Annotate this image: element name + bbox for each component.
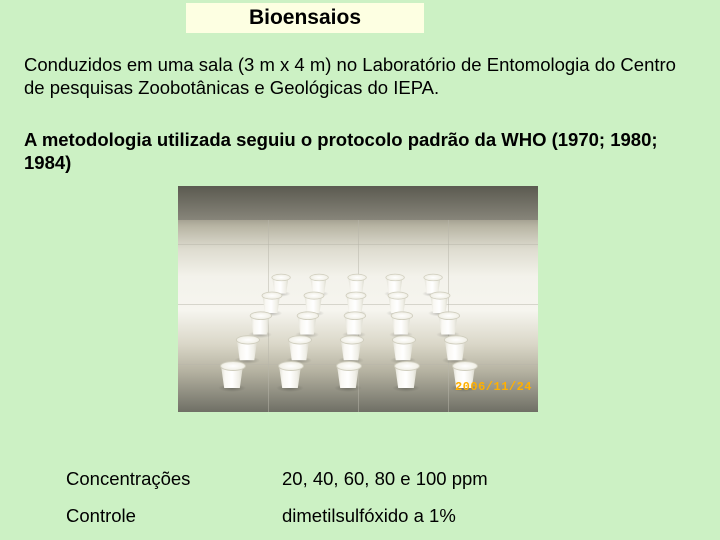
control-value: dimetilsulfóxido a 1% [282, 505, 456, 527]
sample-cup [392, 364, 420, 388]
sample-cup [442, 338, 468, 360]
sample-cup [334, 364, 362, 388]
photo-date-stamp: 2006/11/24 [455, 380, 532, 394]
concentrations-value: 20, 40, 60, 80 e 100 ppm [282, 468, 488, 490]
bioassay-photo: 2006/11/24 [178, 186, 538, 412]
sample-cup [389, 314, 413, 335]
concentrations-label: Concentrações [66, 468, 190, 490]
sample-cup [286, 338, 312, 360]
photo-wall [178, 186, 538, 220]
sample-cup [234, 338, 260, 360]
sample-cup [390, 338, 416, 360]
sample-cup [248, 314, 272, 335]
sample-cup [295, 314, 319, 335]
paragraph-method: A metodologia utilizada seguiu o protoco… [24, 128, 694, 174]
sample-cup [342, 314, 366, 335]
sample-cup [302, 294, 324, 313]
sample-cup [344, 294, 366, 313]
sample-cup [276, 364, 304, 388]
control-label: Controle [66, 505, 136, 527]
sample-cup [436, 314, 460, 335]
sample-cup [218, 364, 246, 388]
paragraph-intro: Conduzidos em uma sala (3 m x 4 m) no La… [24, 53, 694, 99]
sample-cup [386, 294, 408, 313]
slide-title: Bioensaios [186, 3, 424, 33]
sample-cup [260, 294, 282, 313]
sample-cup [338, 338, 364, 360]
sample-cup [428, 294, 450, 313]
